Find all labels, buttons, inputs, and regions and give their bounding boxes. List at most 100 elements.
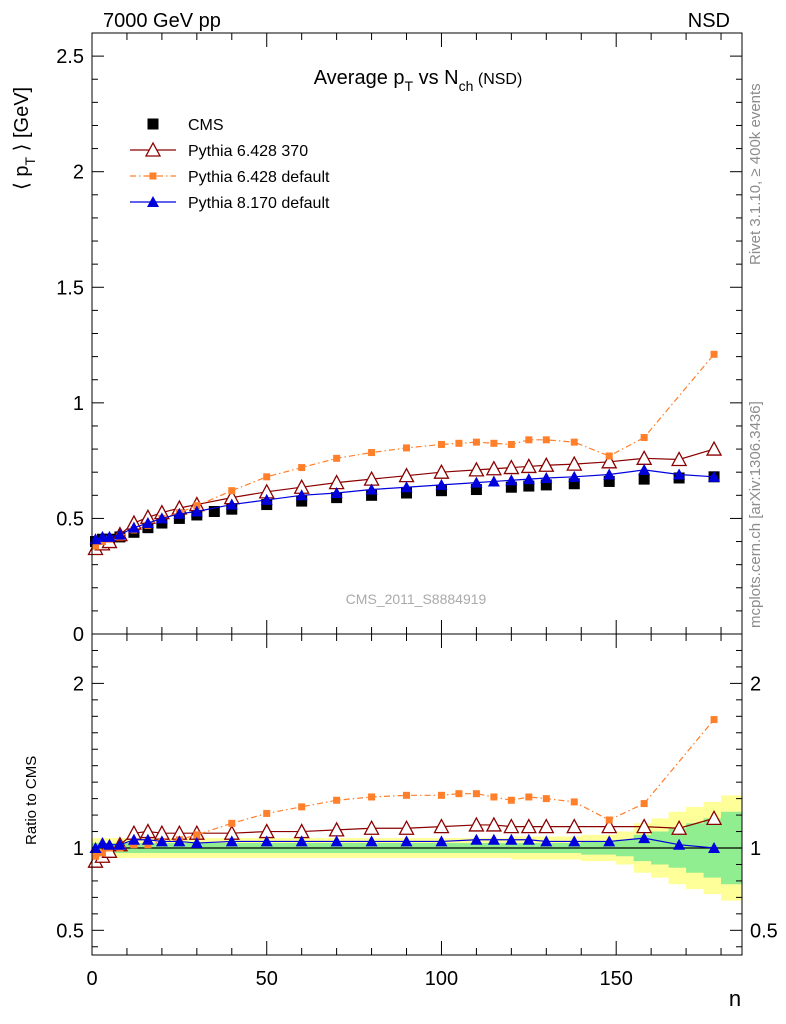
x-axis-label: n bbox=[729, 986, 741, 1011]
legend-entry-p8: Pythia 8.170 default bbox=[130, 195, 330, 212]
point-p6_370-16 bbox=[468, 461, 485, 477]
point-p6_370-16 bbox=[468, 816, 485, 832]
point-p6_370-14 bbox=[398, 819, 415, 835]
point-p6_default-17 bbox=[472, 438, 480, 446]
point-cms-16 bbox=[435, 485, 447, 497]
point-p6_370-25 bbox=[705, 440, 723, 456]
point-p6_370-23 bbox=[636, 449, 653, 465]
point-p8-10 bbox=[260, 835, 273, 847]
legend-entry-cms: CMS bbox=[147, 117, 224, 134]
point-p6_default-12 bbox=[333, 454, 341, 462]
point-p6_default-9 bbox=[228, 487, 236, 495]
point-p6_default-19 bbox=[507, 796, 515, 804]
header-left-label: 7000 GeV pp bbox=[103, 10, 221, 32]
point-p6_default-16 bbox=[455, 790, 463, 798]
point-cms-12 bbox=[296, 495, 308, 507]
chart-title: Average pT vs Nch (NSD) bbox=[314, 67, 523, 94]
point-p8-16 bbox=[470, 833, 483, 845]
point-cms-17 bbox=[470, 484, 482, 496]
legend-marker-cms bbox=[147, 118, 159, 130]
point-p6_370-21 bbox=[566, 818, 583, 834]
point-p8-8 bbox=[190, 505, 203, 517]
point-p8-6 bbox=[155, 512, 168, 524]
point-p8-25 bbox=[708, 842, 721, 853]
legend-label-p6_default: Pythia 6.428 default bbox=[188, 169, 330, 186]
mcplots-reference-label: mcplots.cern.ch [arXiv:1306.3436] bbox=[747, 401, 764, 628]
point-p6_370-17 bbox=[485, 816, 502, 832]
point-p6_370-22 bbox=[601, 818, 618, 834]
point-cms-19 bbox=[523, 480, 535, 492]
ratio-plot-panel: 0.5 0.5 1 1 2 2 0 50 100 150 Ratio to CMS n bbox=[23, 633, 778, 1011]
point-p6_default-14 bbox=[403, 791, 411, 799]
point-p6_default-13 bbox=[368, 793, 376, 801]
point-p8-4 bbox=[127, 833, 140, 845]
legend-marker-p6_370 bbox=[144, 141, 162, 157]
point-p6_default-9 bbox=[228, 819, 236, 827]
point-p8-10 bbox=[260, 493, 273, 505]
legend-marker-p8 bbox=[147, 196, 159, 207]
point-p6_default-11 bbox=[298, 803, 306, 811]
point-cms-15 bbox=[401, 487, 413, 499]
point-p8-5 bbox=[141, 517, 154, 529]
point-p6_370-25 bbox=[705, 809, 723, 826]
point-p8-19 bbox=[522, 473, 535, 485]
point-p6_370-17 bbox=[485, 460, 502, 476]
point-p6_default-25 bbox=[710, 350, 718, 358]
point-p8-6 bbox=[155, 835, 168, 847]
point-p8-20 bbox=[540, 835, 553, 847]
point-p6_default-11 bbox=[298, 464, 306, 472]
point-p8-12 bbox=[330, 486, 343, 498]
series-p8 bbox=[89, 463, 721, 545]
point-p6_370-20 bbox=[538, 818, 555, 834]
legend-entry-p6_default: Pythia 6.428 default bbox=[130, 169, 330, 186]
y-tick-label: 1.5 bbox=[56, 277, 84, 299]
ratio-y-tick-label: 2 bbox=[73, 673, 84, 695]
cms-uncertainty-band bbox=[92, 795, 742, 901]
ratio-y-tick-label: 1 bbox=[73, 838, 84, 860]
point-p6_370-24 bbox=[671, 819, 688, 835]
point-p6_370-18 bbox=[503, 459, 520, 475]
point-p8-2 bbox=[103, 838, 116, 850]
point-p8-24 bbox=[673, 838, 686, 850]
x-tick-label: 0 bbox=[86, 968, 97, 990]
point-p6_default-18 bbox=[490, 793, 498, 801]
point-p6_default-25 bbox=[710, 716, 718, 724]
point-p6_default-19 bbox=[507, 440, 515, 448]
analysis-id-label: CMS_2011_S8884919 bbox=[346, 591, 487, 607]
point-p6_default-16 bbox=[455, 439, 463, 447]
point-cms-9 bbox=[208, 505, 220, 517]
point-cms-21 bbox=[568, 478, 580, 490]
series-p8 bbox=[89, 832, 721, 853]
ratio-plot-series bbox=[87, 716, 723, 868]
point-p8-1 bbox=[96, 837, 109, 849]
point-p6_370-18 bbox=[503, 818, 520, 834]
point-p8-17 bbox=[487, 475, 500, 487]
point-p8-3 bbox=[113, 528, 126, 540]
point-p6_370-19 bbox=[520, 818, 537, 834]
legend-label-cms: CMS bbox=[188, 117, 224, 134]
point-p6_370-15 bbox=[433, 818, 450, 834]
point-p8-22 bbox=[603, 835, 616, 847]
point-p6_370-19 bbox=[520, 458, 537, 474]
y-tick-label: 1 bbox=[73, 393, 84, 415]
point-p8-7 bbox=[173, 835, 186, 847]
point-p6_default-23 bbox=[605, 816, 613, 824]
point-p6_default-1 bbox=[98, 849, 106, 857]
point-p8-25 bbox=[708, 470, 721, 482]
point-p8-18 bbox=[505, 833, 518, 845]
y-axis-label: ⟨ pT ⟩ [GeV] bbox=[11, 87, 38, 190]
point-cms-22 bbox=[603, 475, 615, 487]
ratio-plot-axis-ticks: 0.5 0.5 1 1 2 2 0 50 100 150 bbox=[56, 634, 778, 990]
point-p8-23 bbox=[638, 832, 651, 844]
legend-label-p8: Pythia 8.170 default bbox=[188, 195, 330, 212]
point-p6_default-13 bbox=[368, 449, 376, 457]
series-line-p6_370 bbox=[95, 448, 715, 549]
point-p8-15 bbox=[435, 478, 448, 490]
point-p6_default-22 bbox=[570, 438, 578, 446]
ratio-y-tick-label-right: 0.5 bbox=[750, 920, 778, 942]
point-p6_default-24 bbox=[640, 434, 648, 442]
point-p8-5 bbox=[141, 833, 154, 845]
y-tick-label: 2 bbox=[73, 162, 84, 184]
main-plot-axis-ticks: 0.5 1 1.5 2 2.5 0 bbox=[56, 33, 742, 646]
point-p6_default-24 bbox=[640, 800, 648, 808]
